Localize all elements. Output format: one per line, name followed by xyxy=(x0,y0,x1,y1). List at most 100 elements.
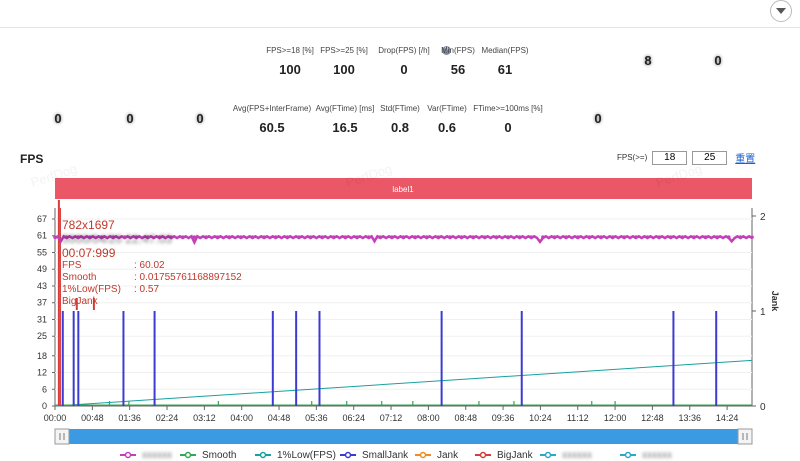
scrollbar-handle[interactable] xyxy=(54,428,70,445)
fps-point xyxy=(285,235,290,239)
tooltip-resolution: 782x1697 xyxy=(62,218,115,232)
fps-point xyxy=(436,235,441,239)
stat-value: 0 xyxy=(714,53,722,68)
fps-point xyxy=(250,235,255,239)
legend-label: xxxxxx xyxy=(142,450,172,461)
legend-swatch-icon xyxy=(475,452,491,459)
fps-point xyxy=(459,235,464,239)
y-tick-label: 55 xyxy=(37,247,47,257)
x-tick-label: 10:24 xyxy=(529,413,552,423)
fps-chart[interactable]: label1 67 61 55 49 43 37 31 25 18 12 6 0 2 1 0 Jank 00:00… xyxy=(0,170,800,450)
stat-value: 0 xyxy=(504,120,512,135)
stat-cell: 0 xyxy=(668,46,768,68)
fps-point xyxy=(146,235,150,239)
fps-point xyxy=(262,235,266,239)
fps-point xyxy=(215,235,220,239)
fps-point xyxy=(76,235,81,239)
tooltip-row-name: FPS xyxy=(62,260,82,271)
fps-point xyxy=(390,235,394,239)
fps-point xyxy=(320,235,324,239)
stat-value: 61 xyxy=(497,62,513,77)
y-tick-label: 61 xyxy=(37,231,47,241)
legend-item-smooth[interactable]: Smooth xyxy=(180,450,236,461)
x-tick-label: 03:12 xyxy=(193,413,216,423)
tooltip-row: BigJank xyxy=(62,296,242,308)
stat-value: 0 xyxy=(594,111,602,126)
fps-threshold-high-input[interactable] xyxy=(692,150,728,165)
fps-point xyxy=(53,235,57,239)
y-tick-label: 12 xyxy=(37,368,47,378)
label-bar xyxy=(55,178,752,199)
stat-header: Avg(FPS+InterFrame) xyxy=(232,104,312,113)
fps-point xyxy=(204,235,208,239)
y-tick-label: 49 xyxy=(37,264,47,274)
legend-label: Smooth xyxy=(202,450,237,461)
legend-item-bigjank[interactable]: BigJank xyxy=(475,450,533,461)
stat-cell: Avg(FPS+InterFrame) 60.5 xyxy=(222,104,322,135)
stat-header: Drop(FPS) [/h] xyxy=(378,46,430,55)
y-tick-label: 0 xyxy=(42,401,47,411)
time-range-scrollbar[interactable] xyxy=(55,429,752,444)
collapse-button[interactable] xyxy=(770,0,792,22)
fps-point xyxy=(750,235,754,239)
stat-value: 0.8 xyxy=(390,120,410,135)
fps-point xyxy=(726,235,731,239)
fps-filter: FPS(>=) 重置 xyxy=(617,150,755,165)
stat-cell: FTime>=100ms [%] 0 xyxy=(458,104,558,135)
stat-value: 100 xyxy=(333,62,355,77)
stat-cell: FPS>=18 [%] 100 xyxy=(240,46,340,77)
fps-point xyxy=(297,235,301,239)
scrollbar-handle[interactable] xyxy=(737,428,753,445)
legend-swatch-icon xyxy=(540,452,556,459)
fps-point xyxy=(99,235,104,239)
fps-point xyxy=(541,235,545,239)
x-tick-label: 07:12 xyxy=(380,413,403,423)
legend-item-extra2[interactable]: xxxxxx xyxy=(620,450,672,461)
legend-label: xxxxxx xyxy=(562,450,592,461)
tooltip-row: FPS: 60.02 xyxy=(62,260,242,272)
tooltip-row-name: BigJank xyxy=(62,296,98,307)
stat-value: 0 xyxy=(196,111,204,126)
stat-header: FPS>=25 [%] xyxy=(320,46,368,55)
tooltip-row-name: 1%Low(FPS) xyxy=(62,284,121,295)
stat-cell: 0 xyxy=(150,104,250,126)
fps-point xyxy=(157,235,162,239)
x-tick-label: 00:00 xyxy=(44,413,67,423)
fps-point xyxy=(471,235,476,239)
fps-point xyxy=(355,235,359,239)
fps-point xyxy=(134,235,139,239)
x-tick-label: 06:24 xyxy=(342,413,365,423)
fps-point xyxy=(494,235,499,239)
fps-point xyxy=(401,235,406,239)
legend-item-extra1[interactable]: xxxxxx xyxy=(540,450,592,461)
reset-link[interactable]: 重置 xyxy=(735,154,756,165)
stat-value: 56 xyxy=(450,62,466,77)
legend-label: SmallJank xyxy=(362,450,409,461)
tooltip-date: 0000/04/20 22:47:03 xyxy=(62,232,173,246)
stat-value: 0 xyxy=(126,111,134,126)
stat-value: 100 xyxy=(279,62,301,77)
stat-header: Std(FTime) xyxy=(380,104,420,113)
fps-threshold-low-input[interactable] xyxy=(652,150,688,165)
legend-item-low1pct[interactable]: 1%Low(FPS) xyxy=(255,450,336,461)
fps-point xyxy=(506,235,510,239)
tooltip-row-value: : 0.01755761168897152 xyxy=(134,272,242,283)
legend-item-fps[interactable]: xxxxxx xyxy=(120,450,172,461)
fps-section-title: FPS xyxy=(20,152,44,166)
legend-item-jank[interactable]: Jank xyxy=(415,450,458,461)
stat-value: 8 xyxy=(644,53,652,68)
tooltip-row: Smooth : 0.01755761168897152 xyxy=(62,272,242,284)
tooltip-row-name: Smooth xyxy=(62,272,97,283)
help-icon[interactable]: ? xyxy=(442,46,451,55)
stat-value: 0 xyxy=(54,111,62,126)
fps-point xyxy=(332,235,336,239)
fps-point xyxy=(343,235,348,239)
fps-point xyxy=(552,235,557,239)
stat-cell: Min(FPS) 56 xyxy=(408,46,508,77)
legend-item-smalljank[interactable]: SmallJank xyxy=(340,450,408,461)
chart-legend: xxxxxx Smooth 1%Low(FPS) SmallJank Jank BigJa… xyxy=(120,450,780,461)
stat-cell: 0 xyxy=(80,104,180,126)
legend-swatch-icon xyxy=(255,452,271,459)
y-tick-label: 43 xyxy=(37,281,47,291)
legend-label: Jank xyxy=(437,450,459,461)
